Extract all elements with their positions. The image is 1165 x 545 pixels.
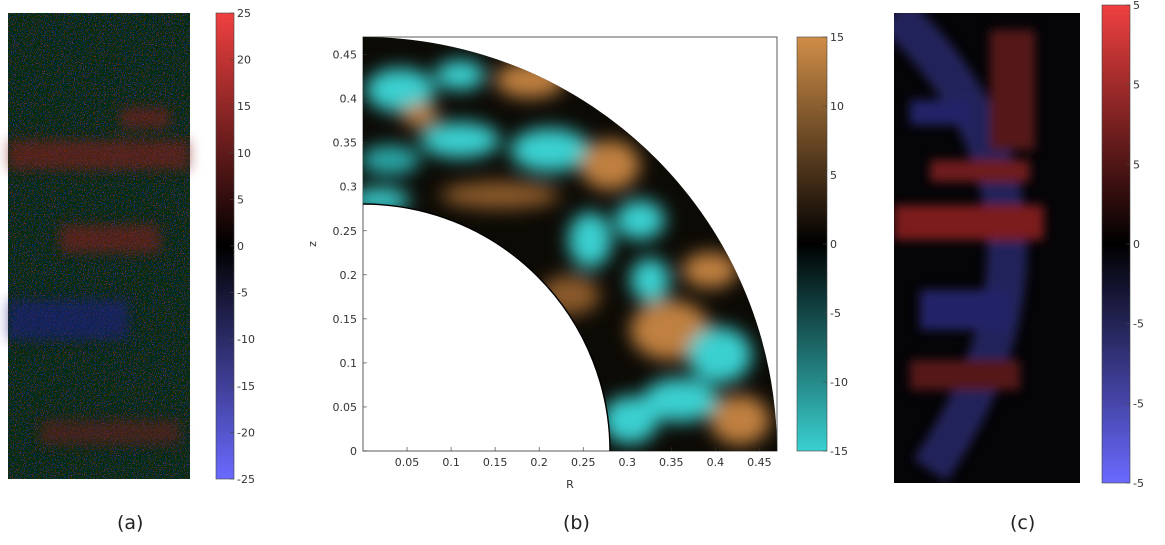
axes-b-xticks: 0.05 0.1 0.15 0.2 0.25 0.3 0.35 0.4 0.45 bbox=[395, 447, 772, 469]
axes-b-inner-boundary bbox=[362, 203, 611, 452]
panel-c: 5 5 5 0 -5 -5 -5 bbox=[894, 0, 1144, 490]
panel-b: 0.05 0.1 0.15 0.2 0.25 0.3 0.35 0.4 0.45 00.050.… bbox=[306, 31, 848, 491]
colorbar-b-tick-label: 15 bbox=[830, 31, 844, 44]
x-tick-label: 0.15 bbox=[483, 456, 508, 469]
colorbar-a-tick-label: -10 bbox=[237, 333, 255, 346]
colorbar-a-tick-label: 15 bbox=[237, 100, 251, 113]
colorbar-b-tick-label: 5 bbox=[830, 169, 837, 182]
colorbar-a-tick-label: 0 bbox=[237, 240, 244, 253]
colorbar-b-tick-label: -15 bbox=[830, 445, 848, 458]
colorbar-c-tick-label: -5 bbox=[1133, 318, 1144, 331]
colorbar-a-tick-label: 20 bbox=[237, 54, 251, 67]
colorbar-a-tick-label: 5 bbox=[237, 193, 244, 206]
y-tick-label: 0.1 bbox=[340, 357, 358, 370]
x-tick-label: 0.45 bbox=[747, 456, 772, 469]
colorbar-a-tick-label: 25 bbox=[237, 7, 251, 20]
colorbar-c-tick-label: -5 bbox=[1133, 397, 1144, 410]
colorbar-c-tick-label: 5 bbox=[1133, 158, 1140, 171]
colorbar-b-tick-label: -5 bbox=[830, 307, 841, 320]
y-tick-label: 0.25 bbox=[333, 225, 358, 238]
colorbar-a-tick-label: -20 bbox=[237, 426, 255, 439]
y-tick-label: 0 bbox=[350, 445, 357, 458]
axes-b-xlabel: R bbox=[566, 478, 574, 491]
x-tick-label: 0.1 bbox=[442, 456, 460, 469]
y-tick-label: 0.3 bbox=[340, 181, 358, 194]
caption-a: (a) bbox=[117, 512, 144, 534]
y-tick-label: 0.05 bbox=[333, 401, 358, 414]
y-tick-label: 0.4 bbox=[340, 93, 358, 106]
panel-a: 25 20 15 10 5 0 -5 -10 -15 -20 -25 bbox=[8, 7, 255, 486]
x-tick-label: 0.05 bbox=[395, 456, 420, 469]
y-tick-label: 0.2 bbox=[340, 269, 358, 282]
colorbar-a-tick-label: -25 bbox=[237, 473, 255, 486]
colorbar-b-ticks: 15 10 5 0 -5 -10 -15 bbox=[823, 31, 848, 458]
colorbar-b bbox=[796, 36, 828, 452]
colorbar-b-tick-label: 0 bbox=[830, 238, 837, 251]
caption-b: (b) bbox=[563, 512, 590, 534]
y-tick-label: 0.15 bbox=[333, 313, 358, 326]
y-tick-label: 0.35 bbox=[333, 137, 358, 150]
colorbar-a-tick-label: -5 bbox=[237, 287, 248, 300]
x-tick-label: 0.4 bbox=[707, 456, 725, 469]
x-tick-label: 0.35 bbox=[659, 456, 684, 469]
x-tick-label: 0.3 bbox=[619, 456, 637, 469]
field-c-pattern bbox=[894, 13, 1044, 482]
colorbar-c-tick-label: -5 bbox=[1133, 477, 1144, 490]
colorbar-c-tick-label: 5 bbox=[1133, 79, 1140, 92]
caption-c: (c) bbox=[1010, 512, 1036, 534]
colorbar-a-tick-label: -15 bbox=[237, 380, 255, 393]
colorbar-a-ticks: 25 20 15 10 5 0 -5 -10 -15 -20 -25 bbox=[230, 7, 255, 486]
y-tick-label: 0.45 bbox=[333, 49, 358, 62]
x-tick-label: 0.25 bbox=[571, 456, 596, 469]
field-c-background bbox=[894, 13, 1080, 483]
colorbar-c-tick-label: 0 bbox=[1133, 238, 1140, 251]
x-tick-label: 0.2 bbox=[530, 456, 548, 469]
colorbar-c-tick-label: 5 bbox=[1133, 0, 1140, 12]
axes-b-ylabel: z bbox=[306, 241, 319, 247]
colorbar-c bbox=[1101, 4, 1131, 484]
colorbar-c-ticks: 5 5 5 0 -5 -5 -5 bbox=[1126, 0, 1144, 490]
colorbar-b-tick-label: -10 bbox=[830, 376, 848, 389]
axes-b-yticks: 0 0.05 0.1 0.15 0.2 0.25 0.3 0.35 0.4 0.45 bbox=[333, 49, 367, 458]
field-a-bands bbox=[8, 108, 190, 445]
colorbar-a-tick-label: 10 bbox=[237, 147, 251, 160]
colorbar-b-tick-label: 10 bbox=[830, 100, 844, 113]
